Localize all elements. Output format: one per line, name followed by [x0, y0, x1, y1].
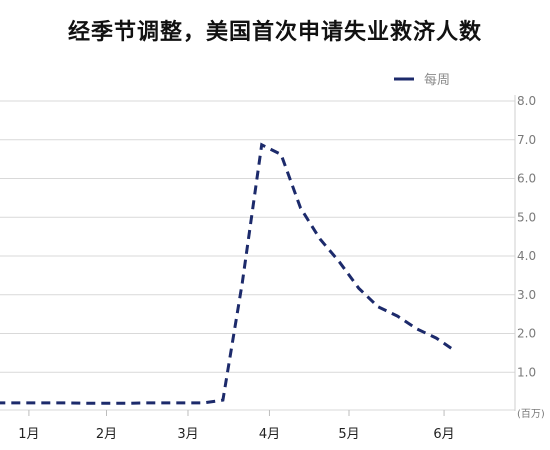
- y-axis: 1.0 2.0 3.0 4.0 5.0 6.0 7.0 8.0: [517, 94, 536, 379]
- x-tick-label: 5月: [338, 427, 359, 442]
- legend: 每周: [394, 72, 450, 88]
- data-point: [396, 314, 400, 318]
- data-point: [337, 260, 341, 264]
- data-point: [318, 237, 322, 241]
- data-point: [143, 401, 147, 405]
- data-point: [454, 349, 458, 353]
- y-tick-label: 3.0: [517, 288, 536, 302]
- data-point: [85, 401, 89, 405]
- data-point: [202, 401, 206, 405]
- grid-lines: [0, 95, 516, 411]
- x-tick-label: 6月: [433, 427, 454, 442]
- data-point: [163, 401, 167, 405]
- y-tick-label: 8.0: [517, 94, 536, 108]
- series-line-weekly: [0, 142, 457, 405]
- data-point: [376, 305, 380, 309]
- y-tick-label: 2.0: [517, 327, 536, 341]
- chart-title: 经季节调整，美国首次申请失业救济人数: [67, 20, 482, 45]
- x-axis: 1月 2月 3月 4月 5月 6月: [18, 410, 455, 442]
- data-point: [279, 152, 283, 156]
- data-point: [105, 401, 109, 405]
- y-tick-label: 1.0: [517, 365, 536, 379]
- data-point: [357, 286, 361, 290]
- legend-label-weekly: 每周: [424, 72, 450, 88]
- data-point: [27, 401, 31, 405]
- y-unit-label: (百万): [517, 408, 545, 420]
- y-tick-label: 6.0: [517, 172, 536, 186]
- data-point: [415, 327, 419, 331]
- data-point: [434, 336, 438, 340]
- x-tick-label: 1月: [18, 427, 39, 442]
- x-tick-label: 2月: [96, 427, 117, 442]
- data-point: [8, 401, 12, 405]
- y-tick-label: 5.0: [517, 210, 536, 224]
- data-point: [221, 398, 225, 402]
- y-tick-label: 4.0: [517, 249, 536, 263]
- data-point: [240, 281, 244, 285]
- data-point: [299, 206, 303, 210]
- data-point: [124, 401, 128, 405]
- x-tick-label: 3月: [177, 427, 198, 442]
- data-point: [46, 401, 50, 405]
- y-tick-label: 7.0: [517, 133, 536, 147]
- data-point: [66, 401, 70, 405]
- x-tick-label: 4月: [259, 427, 280, 442]
- data-point: [182, 401, 186, 405]
- data-point: [260, 143, 264, 147]
